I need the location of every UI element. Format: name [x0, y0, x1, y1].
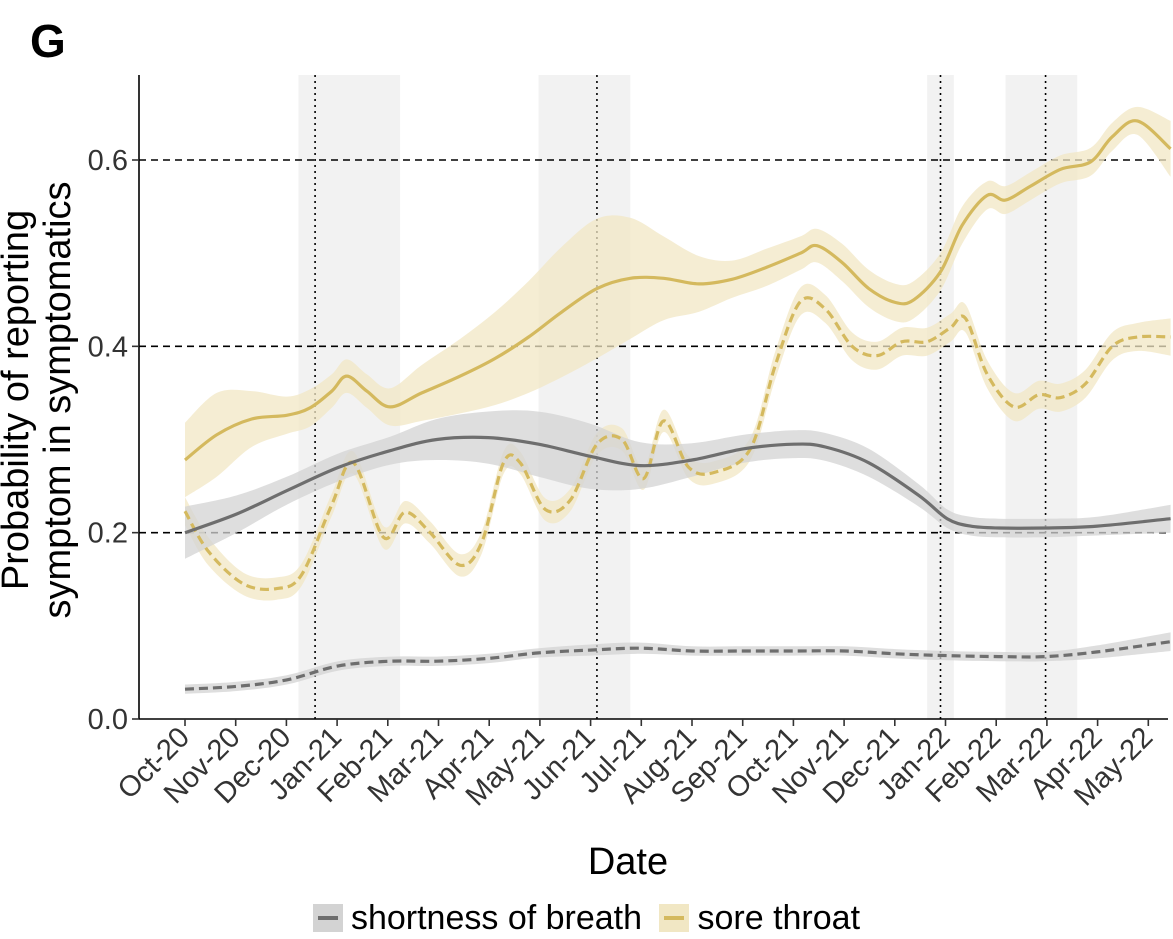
legend-key-shortness-of-breath — [312, 904, 343, 932]
series-line-0 — [183, 119, 1172, 462]
y-tick-label: 0.6 — [88, 145, 128, 177]
shaded-period — [538, 75, 631, 719]
y-tick-label: 0.0 — [88, 704, 128, 736]
y-axis-title-line1: Probability of reporting — [0, 210, 37, 590]
legend-label: shortness of breath — [350, 899, 643, 937]
confidence-band-0 — [185, 106, 1171, 498]
y-axis-title-line2: symptom in symptomatics — [37, 181, 79, 618]
legend-item-sore-throat: sore throat — [659, 898, 860, 938]
line-chart: 0.00.20.40.6Oct-20Nov-20Dec-20Jan-21Feb-… — [0, 75, 1172, 883]
confidence-band-2 — [185, 410, 1171, 559]
series-line-2 — [184, 435, 1171, 535]
x-axis-title: Date — [588, 841, 668, 883]
y-tick-label: 0.2 — [88, 518, 128, 550]
legend-item-shortness-of-breath: shortness of breath — [312, 898, 643, 938]
legend-label: sore throat — [697, 899, 861, 937]
shaded-period — [927, 75, 954, 719]
series-line-3 — [184, 640, 1171, 691]
series-line-1 — [183, 296, 1171, 592]
legend-key-sore-throat — [659, 904, 690, 932]
panel-label: G — [30, 15, 66, 67]
y-tick-label: 0.4 — [88, 331, 128, 363]
legend: shortness of breath sore throat — [0, 898, 1173, 938]
